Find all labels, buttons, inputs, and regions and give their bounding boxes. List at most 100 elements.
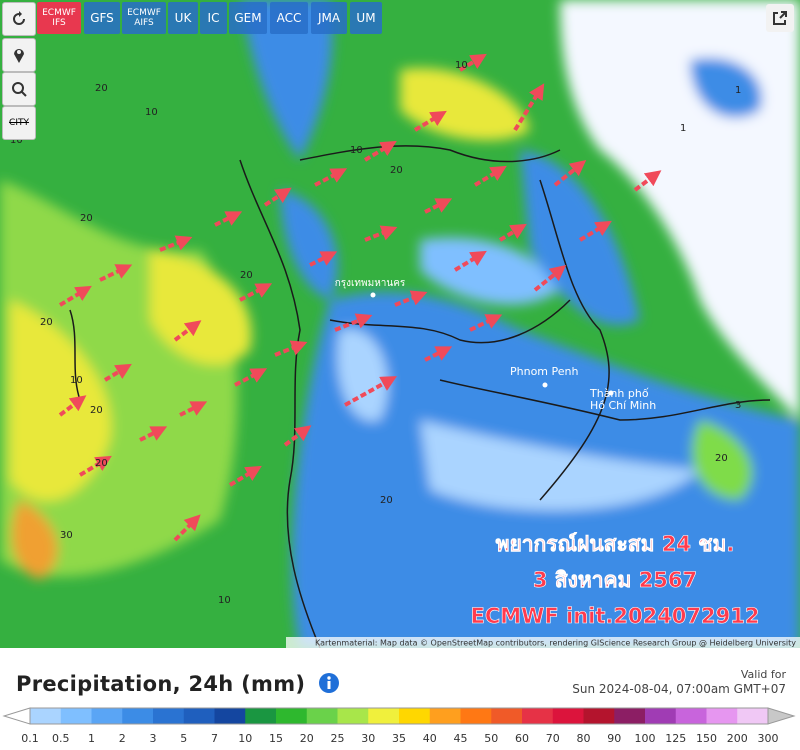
color-swatch bbox=[552, 708, 584, 724]
annotation: พยากรณ์ฝนสะสม 24 ชม. 3 สิงหาคม 2567 ECMWF … bbox=[470, 532, 760, 629]
color-bar-label: 0.1 bbox=[21, 732, 39, 745]
contour-label: 10 bbox=[350, 145, 363, 156]
color-bar-end bbox=[767, 707, 796, 725]
color-bar-label: 1 bbox=[88, 732, 95, 745]
attribution-bg bbox=[286, 637, 800, 648]
contour-label: 20 bbox=[390, 165, 403, 176]
model-button[interactable]: JMA bbox=[311, 2, 347, 34]
annotation-line: 3 สิงหาคม 2567 bbox=[533, 568, 697, 592]
color-swatch bbox=[614, 708, 646, 724]
color-swatch bbox=[399, 708, 431, 724]
color-swatch bbox=[737, 708, 769, 724]
color-bar-label: 150 bbox=[696, 732, 717, 745]
contour-label: 10 bbox=[218, 595, 231, 606]
color-swatch bbox=[368, 708, 400, 724]
color-bar-label: 35 bbox=[392, 732, 406, 745]
color-bar-label: 90 bbox=[607, 732, 621, 745]
model-button[interactable]: GFS bbox=[84, 2, 120, 34]
borders bbox=[69, 145, 771, 648]
color-bar-label: 20 bbox=[300, 732, 314, 745]
contour-label: 1 bbox=[680, 123, 686, 134]
contour-label: 10 bbox=[10, 135, 23, 146]
color-bar-label: 50 bbox=[484, 732, 498, 745]
color-bar-outline bbox=[29, 707, 769, 725]
contour-label: 3 bbox=[735, 400, 741, 411]
wind-arrows bbox=[58, 53, 662, 542]
zoom-button[interactable] bbox=[2, 72, 36, 106]
model-button[interactable]: ACC bbox=[270, 2, 308, 34]
color-swatch bbox=[60, 708, 92, 724]
contour-label: 10 bbox=[145, 107, 158, 118]
contour-label: 20 bbox=[40, 317, 53, 328]
city-marker bbox=[608, 390, 614, 396]
color-bar-label: 125 bbox=[665, 732, 686, 745]
color-swatch bbox=[491, 708, 523, 724]
color-swatch bbox=[522, 708, 554, 724]
contour-label: 20 bbox=[90, 405, 103, 416]
place-label: Hồ Chí Minh bbox=[590, 399, 656, 412]
color-bar-label: 25 bbox=[331, 732, 345, 745]
color-bar-label: 70 bbox=[546, 732, 560, 745]
location-icon bbox=[14, 49, 24, 63]
color-swatch bbox=[276, 708, 308, 724]
color-bar-label: 100 bbox=[635, 732, 656, 745]
legend-panel: Precipitation, 24h (mm) Valid for Sun 20… bbox=[0, 648, 800, 750]
color-swatch bbox=[183, 708, 215, 724]
model-button[interactable]: ECMWF AIFS bbox=[122, 2, 166, 34]
info-icon[interactable] bbox=[318, 673, 339, 693]
color-swatch bbox=[583, 708, 615, 724]
color-bar-start bbox=[2, 707, 31, 725]
color-bar-label: 30 bbox=[361, 732, 375, 745]
legend-title-text: Precipitation, 24h (mm) bbox=[16, 672, 306, 696]
color-swatch bbox=[91, 708, 123, 724]
valid-date: Sun 2024-08-04, 07:00am GMT+07 bbox=[572, 682, 786, 696]
model-button[interactable]: ECMWF IFS bbox=[37, 2, 81, 34]
color-swatch bbox=[122, 708, 154, 724]
refresh-button[interactable] bbox=[2, 2, 36, 36]
legend-title: Precipitation, 24h (mm) bbox=[16, 672, 339, 696]
contour-label: 20 bbox=[80, 213, 93, 224]
color-swatch bbox=[645, 708, 677, 724]
color-bar-label: 60 bbox=[515, 732, 529, 745]
color-bar-label: 80 bbox=[577, 732, 591, 745]
share-button[interactable] bbox=[766, 4, 794, 32]
color-bar-label: 2 bbox=[119, 732, 126, 745]
color-bar-label: 7 bbox=[211, 732, 218, 745]
color-swatch bbox=[306, 708, 338, 724]
location-button[interactable] bbox=[2, 38, 36, 72]
color-swatch bbox=[429, 708, 461, 724]
contour-label: 1 bbox=[735, 85, 741, 96]
annotation-line: ECMWF init.2024072912 bbox=[471, 604, 760, 628]
model-button[interactable]: UK bbox=[168, 2, 198, 34]
color-bar-label: 200 bbox=[727, 732, 748, 745]
color-bar-label: 300 bbox=[758, 732, 779, 745]
color-bar-label: 40 bbox=[423, 732, 437, 745]
contour-label: 10 bbox=[70, 375, 83, 386]
city-button[interactable]: CITY bbox=[2, 106, 36, 140]
color-bar-label: 3 bbox=[150, 732, 157, 745]
color-bar: 0.1 0.5 1 2 3 5 7 10 15 20 25 30 35 40 45 50 60 70 80 90 100… bbox=[2, 707, 796, 745]
color-bar-label: 0.5 bbox=[52, 732, 70, 745]
share-icon bbox=[773, 11, 787, 25]
color-swatch bbox=[337, 708, 369, 724]
place-label: กรุงเทพมหานคร bbox=[335, 278, 406, 289]
color-swatch bbox=[460, 708, 492, 724]
city-marker bbox=[370, 292, 376, 298]
attribution: Kartenmaterial: Map data © OpenStreetMap… bbox=[315, 639, 796, 648]
color-bar-label: 5 bbox=[180, 732, 187, 745]
contour-label: 10 bbox=[455, 60, 468, 71]
color-swatch bbox=[675, 708, 707, 724]
place-label: Phnom Penh bbox=[510, 365, 578, 378]
model-button[interactable]: IC bbox=[200, 2, 227, 34]
contour-label: 20 bbox=[240, 270, 253, 281]
annotation-line: พยากรณ์ฝนสะสม 24 ชม. bbox=[496, 532, 735, 556]
contour-label: 20 bbox=[95, 83, 108, 94]
color-swatch bbox=[153, 708, 185, 724]
model-button[interactable]: UM bbox=[350, 2, 382, 34]
place-label: Thành phố bbox=[589, 387, 649, 400]
model-button[interactable]: GEM bbox=[229, 2, 267, 34]
color-swatch bbox=[706, 708, 738, 724]
